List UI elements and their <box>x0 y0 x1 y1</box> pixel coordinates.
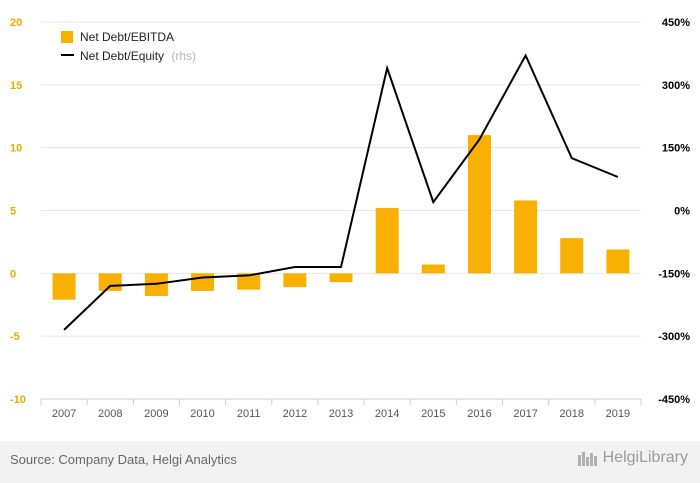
x-tick-label: 2011 <box>237 408 261 420</box>
bar-net-debt-ebitda <box>283 273 307 288</box>
y-right-tick-label: -150% <box>658 268 690 280</box>
x-tick-label: 2017 <box>513 408 537 420</box>
helgi-library-logo: HelgiLibrary <box>577 449 688 467</box>
legend-rhs-note: (rhs) <box>171 49 196 63</box>
bar-series <box>52 135 630 300</box>
x-tick-label: 2018 <box>560 408 584 420</box>
y-left-tick-label: 10 <box>10 143 22 155</box>
x-tick-label: 2019 <box>606 408 630 420</box>
line-net-debt-equity <box>63 53 619 331</box>
x-tick-label: 2012 <box>283 408 307 420</box>
x-tick-label: 2010 <box>190 408 214 420</box>
bar-net-debt-ebitda <box>191 273 215 291</box>
y-right-tick-label: 0% <box>674 206 690 218</box>
y-right-tick-label: 450% <box>662 17 690 29</box>
x-tick-label: 2013 <box>329 408 353 420</box>
source-text: Source: Company Data, Helgi Analytics <box>10 452 237 467</box>
y-left-tick-label: -5 <box>10 331 20 343</box>
bar-net-debt-ebitda <box>52 273 76 300</box>
bar-net-debt-ebitda <box>98 273 122 291</box>
bar-net-debt-ebitda <box>560 238 584 274</box>
bar-net-debt-ebitda <box>329 273 353 283</box>
y-right-tick-label: 300% <box>662 80 690 92</box>
legend-label-bar: Net Debt/EBITDA <box>80 30 174 44</box>
svg-text:Net Debt/Equity (rhs): Net Debt/Equity (rhs) <box>80 49 196 63</box>
x-tick-label: 2014 <box>375 408 399 420</box>
y-left-tick-label: 0 <box>10 268 16 280</box>
bar-net-debt-ebitda <box>514 200 538 274</box>
grid-lines <box>41 21 641 400</box>
legend-label-line: Net Debt/Equity <box>80 49 164 63</box>
bar-net-debt-ebitda <box>467 135 491 274</box>
x-tick-label: 2016 <box>467 408 491 420</box>
y-right-tick-label: 150% <box>662 143 690 155</box>
chart: 20 450% 15 300% 10 150% 5 0% 0 -150% -5 -300% -10 -45… <box>10 17 690 420</box>
bar-net-debt-ebitda <box>237 273 261 290</box>
x-tick-label: 2015 <box>421 408 445 420</box>
bar-net-debt-ebitda <box>375 207 399 274</box>
y-left-tick-label: 20 <box>10 17 22 29</box>
x-tick-label: 2008 <box>98 408 122 420</box>
y-right-tick-label: -300% <box>658 331 690 343</box>
x-tick-label: 2009 <box>144 408 168 420</box>
legend: Net Debt/EBITDA Net Debt/Equity (rhs) <box>61 30 196 63</box>
footer: Source: Company Data, Helgi Analytics He… <box>0 441 700 483</box>
bar-net-debt-ebitda <box>421 264 445 274</box>
library-icon <box>577 452 597 466</box>
y-left-tick-label: 15 <box>10 80 22 92</box>
logo-text: HelgiLibrary <box>602 449 688 466</box>
y-left-tick-label: -10 <box>10 394 26 406</box>
line-series <box>63 53 619 331</box>
y-right-tick-label: -450% <box>658 394 690 406</box>
bar-net-debt-ebitda <box>606 249 630 274</box>
x-tick-label: 2007 <box>52 408 76 420</box>
y-left-tick-label: 5 <box>10 206 16 218</box>
axes: 20 450% 15 300% 10 150% 5 0% 0 -150% -5 -300% -10 -45… <box>10 17 690 420</box>
legend-swatch-bar <box>61 31 73 43</box>
